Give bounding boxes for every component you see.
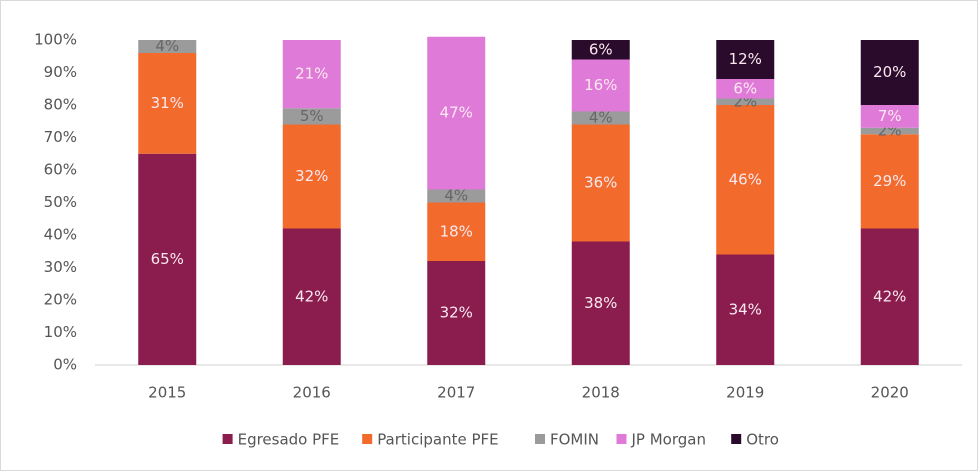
bar-segment — [860, 127, 919, 135]
bar-segment — [716, 98, 775, 105]
bar-segment — [716, 40, 775, 79]
bar-segment — [860, 134, 919, 229]
bar-segment — [282, 40, 341, 109]
y-tick-label: 60% — [44, 161, 77, 179]
legend-label: Otro — [746, 431, 779, 449]
bar-segment — [427, 261, 486, 365]
legend-swatch — [616, 434, 627, 444]
data-label: 29% — [873, 172, 906, 190]
data-label: 4% — [155, 37, 179, 55]
bar-segment — [571, 111, 630, 125]
data-label: 34% — [729, 300, 762, 318]
bar-segment — [716, 105, 775, 255]
data-label: 4% — [444, 187, 468, 205]
legend-swatch — [362, 434, 373, 444]
legend-swatch — [222, 434, 233, 444]
bar-segment — [427, 189, 486, 203]
y-tick-label: 90% — [44, 63, 77, 81]
data-label: 36% — [584, 174, 617, 192]
bar-segment — [571, 241, 630, 365]
data-label: 42% — [295, 287, 328, 305]
data-label: 5% — [300, 107, 324, 125]
data-label: 32% — [440, 304, 473, 322]
legend-swatch — [535, 434, 545, 444]
bar-segment — [860, 40, 919, 105]
data-label: 65% — [151, 250, 184, 268]
bar-segment — [282, 124, 341, 229]
bar-segment — [571, 124, 630, 242]
bar-segment — [138, 153, 197, 365]
bar-segment — [138, 40, 197, 53]
bar-segment — [716, 254, 775, 365]
data-label: 21% — [295, 65, 328, 83]
x-tick-label: 2019 — [726, 384, 764, 402]
y-tick-label: 70% — [44, 128, 77, 146]
data-label: 6% — [589, 40, 613, 58]
y-tick-label: 0% — [53, 356, 77, 374]
y-tick-label: 20% — [44, 291, 77, 309]
bar-segment — [427, 202, 486, 261]
data-label: 38% — [584, 294, 617, 312]
data-label: 12% — [729, 50, 762, 68]
bar-segment — [138, 53, 197, 154]
bar-segment — [571, 59, 630, 112]
y-tick-label: 10% — [44, 323, 77, 341]
bar-segment — [427, 36, 486, 190]
data-label: 32% — [295, 167, 328, 185]
y-tick-label: 100% — [34, 31, 77, 49]
data-label: 7% — [878, 107, 902, 125]
bar-segment — [716, 79, 775, 99]
data-label: 18% — [440, 222, 473, 240]
y-tick-label: 30% — [44, 258, 77, 276]
data-label: 20% — [873, 63, 906, 81]
data-label: 47% — [440, 104, 473, 122]
bar-segment — [282, 108, 341, 125]
x-tick-label: 2017 — [437, 384, 475, 402]
data-label: 42% — [873, 287, 906, 305]
x-tick-label: 2016 — [293, 384, 331, 402]
legend-label: Participante PFE — [377, 431, 498, 449]
data-label: 46% — [729, 170, 762, 188]
x-tick-label: 2018 — [582, 384, 620, 402]
data-label: 16% — [584, 76, 617, 94]
data-label: 6% — [733, 79, 757, 97]
legend-label: Egresado PFE — [238, 431, 340, 449]
data-label: 31% — [151, 94, 184, 112]
legend-swatch — [731, 434, 742, 444]
bar-segment — [571, 40, 630, 60]
data-label: 4% — [589, 109, 613, 127]
y-tick-label: 80% — [44, 96, 77, 114]
bar-segment — [860, 228, 919, 365]
y-tick-label: 40% — [44, 226, 77, 244]
legend-label: JP Morgan — [631, 431, 706, 449]
y-tick-label: 50% — [44, 193, 77, 211]
bar-segment — [282, 228, 341, 365]
legend-label: FOMIN — [550, 431, 599, 449]
bar-segment — [860, 105, 919, 128]
x-tick-label: 2020 — [871, 384, 909, 402]
x-tick-label: 2015 — [148, 384, 186, 402]
